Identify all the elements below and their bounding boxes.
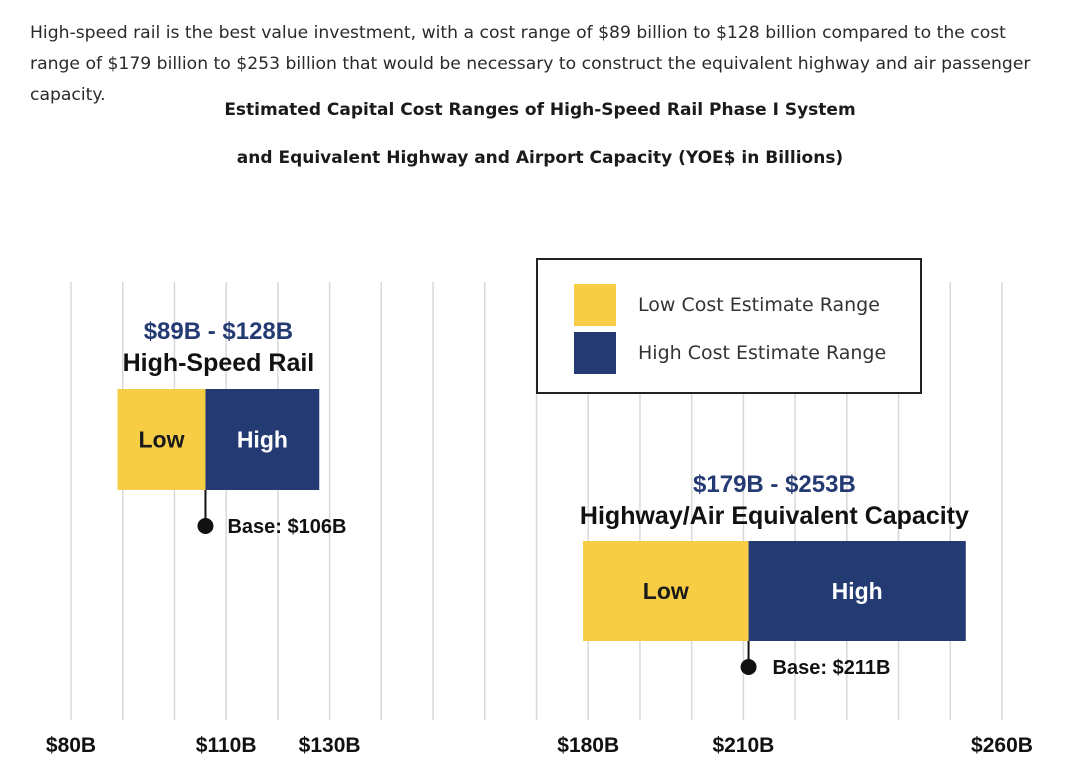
legend-item-high: High Cost Estimate Range: [574, 332, 886, 374]
legend-label-low: Low Cost Estimate Range: [638, 294, 880, 316]
base-value-label: Base: $106B: [227, 516, 346, 538]
x-tick-label: $180B: [557, 734, 619, 757]
x-tick-label: $260B: [971, 734, 1033, 757]
bar-low-segment: [583, 541, 749, 641]
bar-low-label: Low: [139, 427, 185, 453]
x-tick-label: $110B: [196, 734, 257, 757]
legend-swatch-high: [574, 332, 616, 374]
bar-high-segment: [205, 389, 320, 490]
chart-title-line-2: and Equivalent Highway and Airport Capac…: [236, 148, 844, 168]
chart-legend: Low Cost Estimate Range High Cost Estima…: [536, 258, 922, 394]
x-tick-label: $80B: [46, 734, 96, 757]
legend-label-high: High Cost Estimate Range: [638, 342, 887, 364]
chart-title-line-1: Estimated Capital Cost Ranges of High-Sp…: [224, 100, 856, 120]
bar-name-label: High-Speed Rail: [123, 349, 315, 377]
base-value-label: Base: $211B: [773, 657, 891, 679]
bar-name-label: Highway/Air Equivalent Capacity: [580, 502, 969, 530]
x-tick-label: $130B: [299, 734, 361, 757]
bar-low-segment: [117, 389, 206, 490]
legend-item-low: Low Cost Estimate Range: [574, 284, 880, 326]
legend-swatch-low: [574, 284, 616, 326]
base-marker-dot: [740, 659, 757, 675]
intro-paragraph: High-speed rail is the best value invest…: [30, 23, 1031, 105]
bar-range-label: $89B - $128B: [144, 318, 293, 345]
bar-low-label: Low: [643, 578, 689, 604]
x-tick-label: $210B: [712, 734, 774, 757]
bar-range-label: $179B - $253B: [693, 471, 856, 498]
base-marker-dot: [197, 518, 214, 534]
bar-high-segment: [748, 541, 966, 641]
bar-high-label: High: [832, 578, 883, 604]
bar-high-label: High: [237, 427, 288, 453]
